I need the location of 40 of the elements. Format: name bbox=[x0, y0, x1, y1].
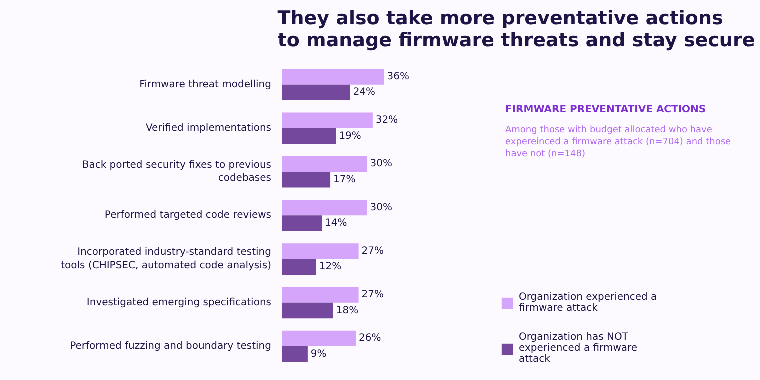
y-tick-label: Incorporated industry-standard testing tools (CHIPSEC, automated code analysis) bbox=[61, 247, 272, 272]
y-tick-label: Verified implementations bbox=[146, 122, 272, 134]
y-tick-label: Firmware threat modelling bbox=[140, 79, 272, 90]
data-label: 30% bbox=[370, 158, 393, 170]
bar bbox=[282, 259, 316, 275]
bar bbox=[282, 346, 308, 362]
data-label: 17% bbox=[334, 174, 356, 186]
bar bbox=[282, 156, 368, 172]
y-tick-label: Performed targeted code reviews bbox=[104, 210, 272, 222]
bar bbox=[282, 128, 336, 144]
y-tick-label: Investigated emerging specifications bbox=[86, 297, 272, 308]
bar bbox=[282, 216, 322, 232]
bar bbox=[282, 112, 373, 128]
data-label: 27% bbox=[362, 290, 384, 301]
legend-label: Organization experienced a firmware attack bbox=[519, 292, 658, 314]
data-label: 12% bbox=[319, 262, 342, 273]
legend-title: FIRMWARE PREVENTATIVE ACTIONS bbox=[506, 104, 706, 116]
bar bbox=[282, 244, 359, 260]
data-label: 19% bbox=[339, 130, 362, 142]
data-label: 9% bbox=[310, 348, 327, 360]
text: Among those with budget allocated who have expereinced a firmware attack (n=704) and those have not (n=148) bbox=[506, 126, 732, 160]
data-label: 18% bbox=[336, 305, 359, 316]
bar bbox=[282, 69, 384, 85]
data-label: 32% bbox=[376, 115, 398, 126]
data-label: 36% bbox=[387, 71, 410, 82]
data-label: 24% bbox=[353, 87, 376, 98]
data-label: 27% bbox=[362, 246, 384, 257]
y-tick-label: Back ported security fixes to previous codebases bbox=[82, 160, 272, 184]
data-label: 14% bbox=[325, 218, 348, 230]
text: They also take more preventative actions to manage firmware threats and stay secure bbox=[278, 8, 756, 52]
bar bbox=[282, 302, 334, 319]
bar bbox=[282, 330, 356, 347]
data-label: 30% bbox=[370, 202, 393, 214]
bar bbox=[282, 84, 350, 101]
y-tick-label: Performed fuzzing and boundary testing bbox=[70, 341, 272, 352]
bar bbox=[282, 200, 368, 216]
bar bbox=[282, 287, 359, 303]
bar bbox=[282, 172, 331, 188]
legend-label: Organization has NOT experienced a firmware attack bbox=[519, 332, 638, 365]
data-label: 26% bbox=[358, 333, 382, 344]
